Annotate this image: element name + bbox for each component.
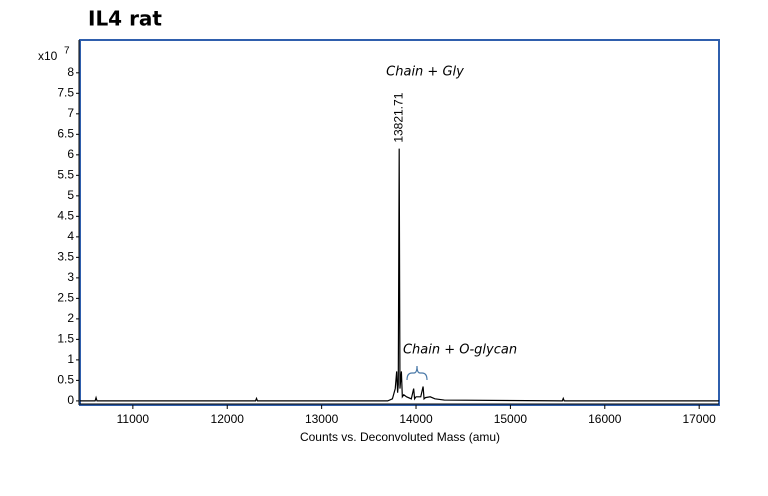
x-tick-label: 13000 xyxy=(305,412,339,426)
annotation: Chain + O-glycan xyxy=(403,343,517,358)
y-tick-label: 7 xyxy=(67,106,74,120)
y-tick-label: 2 xyxy=(67,311,74,325)
y-tick-label: 3 xyxy=(67,270,74,284)
y-tick-label: 6 xyxy=(67,147,74,161)
x-tick-label: 15000 xyxy=(494,412,528,426)
x-tick-label: 14000 xyxy=(399,412,433,426)
y-tick-label: 1.5 xyxy=(57,332,74,346)
y-tick-label: 8 xyxy=(67,65,74,79)
y-tick-label: 0 xyxy=(67,393,74,407)
y-exponent: 7 xyxy=(64,46,70,57)
y-tick-label: 0.5 xyxy=(57,373,74,387)
y-tick-label: 3.5 xyxy=(57,250,74,264)
y-multiplier: x10 xyxy=(38,49,58,63)
x-tick-label: 11000 xyxy=(117,412,150,426)
annotation: Chain + Gly xyxy=(386,65,464,80)
y-tick-label: 6.5 xyxy=(57,126,74,140)
spectrum-line xyxy=(80,148,719,402)
annotation-bracket xyxy=(406,365,428,381)
y-tick-label: 5.5 xyxy=(57,168,74,182)
x-tick-label: 12000 xyxy=(211,412,245,426)
y-tick-label: 7.5 xyxy=(57,85,74,99)
plot-frame xyxy=(79,39,720,406)
y-tick-label: 5 xyxy=(67,188,74,202)
peak-label: 13821.71 xyxy=(391,92,405,142)
x-axis-label: Counts vs. Deconvoluted Mass (amu) xyxy=(300,430,500,444)
y-tick-label: 1 xyxy=(67,352,74,366)
y-tick-label: 4.5 xyxy=(57,209,74,223)
x-tick-label: 16000 xyxy=(588,412,622,426)
y-tick-label: 2.5 xyxy=(57,291,74,305)
y-tick-label: 4 xyxy=(67,229,74,243)
chart-title: IL4 rat xyxy=(88,7,162,31)
x-tick-label: 17000 xyxy=(682,412,716,426)
